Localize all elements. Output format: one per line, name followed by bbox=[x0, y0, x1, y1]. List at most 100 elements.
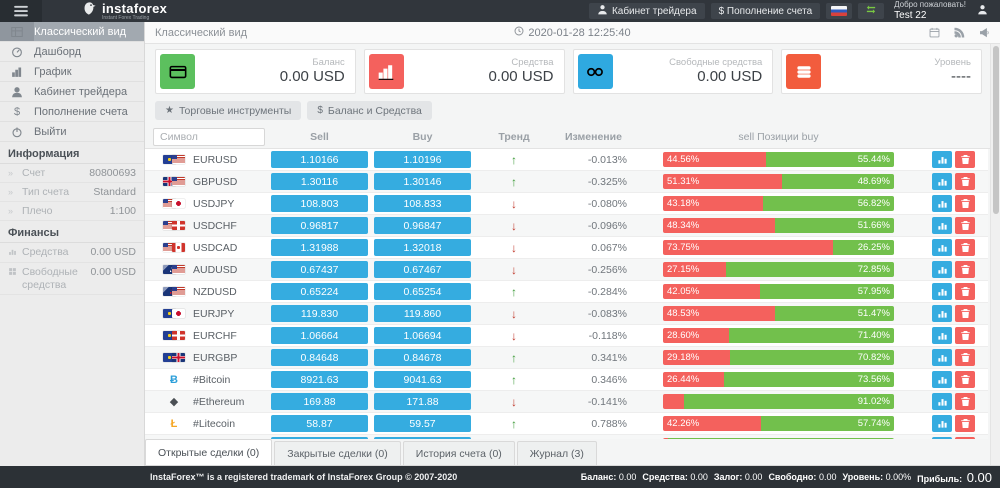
symbol-icon bbox=[161, 177, 187, 186]
sidebar-kv-row: Свободные средства 0.00 USD bbox=[0, 263, 144, 295]
sell-price-button[interactable]: 58.87 bbox=[271, 415, 368, 432]
buy-price-button[interactable]: 59.57 bbox=[374, 415, 471, 432]
open-chart-button[interactable] bbox=[932, 151, 952, 168]
trash-icon bbox=[960, 419, 970, 428]
sidebar-item[interactable]: График bbox=[0, 62, 144, 82]
sell-price-button[interactable]: 0.84648 bbox=[271, 349, 368, 366]
delete-row-button[interactable] bbox=[955, 283, 975, 300]
announcements-icon-button[interactable] bbox=[979, 27, 990, 38]
trader-cabinet-button[interactable]: Кабинет трейдера bbox=[588, 3, 705, 19]
quote-row: AUDUSD 0.67437 0.67467 ↓ -0.256% 27.15% … bbox=[145, 259, 988, 281]
sell-price-button[interactable]: 1.10166 bbox=[271, 151, 368, 168]
bottom-tab[interactable]: Закрытые сделки (0) bbox=[274, 441, 401, 465]
delete-row-button[interactable] bbox=[955, 261, 975, 278]
positions-bar-sell: 28.60% bbox=[663, 328, 730, 343]
sell-price-button[interactable]: 1.30116 bbox=[271, 173, 368, 190]
open-chart-button[interactable] bbox=[932, 261, 952, 278]
delete-row-button[interactable] bbox=[955, 393, 975, 410]
sell-price-button[interactable]: 1.06664 bbox=[271, 327, 368, 344]
open-chart-button[interactable] bbox=[932, 195, 952, 212]
sell-price-button[interactable]: 0.67437 bbox=[271, 261, 368, 278]
filter-button[interactable]: $ Баланс и Средства bbox=[307, 101, 432, 120]
delete-row-button[interactable] bbox=[955, 239, 975, 256]
delete-row-button[interactable] bbox=[955, 151, 975, 168]
sell-price-button[interactable]: 119.830 bbox=[271, 305, 368, 322]
sidebar-item[interactable]: $ Пополнение счета bbox=[0, 102, 144, 122]
buy-price-button[interactable]: 0.96847 bbox=[374, 217, 471, 234]
logo-subtitle: Instant Forex Trading bbox=[102, 14, 150, 21]
sell-price-button[interactable]: 8921.63 bbox=[271, 371, 368, 388]
delete-row-button[interactable] bbox=[955, 371, 975, 388]
positions-bar-sell: 26.44% bbox=[663, 372, 725, 387]
delete-row-button[interactable] bbox=[955, 217, 975, 234]
buy-price-button[interactable]: 0.84678 bbox=[374, 349, 471, 366]
sidebar-item[interactable]: Классический вид bbox=[0, 22, 144, 42]
sell-price-button[interactable]: 0.65224 bbox=[271, 283, 368, 300]
delete-row-button[interactable] bbox=[955, 437, 975, 439]
bottom-tab[interactable]: Открытые сделки (0) bbox=[145, 439, 273, 465]
user-avatar-button[interactable] bbox=[972, 2, 992, 20]
bottom-tab[interactable]: Журнал (3) bbox=[516, 441, 597, 465]
delete-row-button[interactable] bbox=[955, 349, 975, 366]
cards-row: Баланс 0.00 USD Средства 0.00 USD Свобод… bbox=[145, 44, 1000, 98]
buy-price-button[interactable]: 1.10196 bbox=[374, 151, 471, 168]
sell-price-button[interactable]: 0.96817 bbox=[271, 217, 368, 234]
buy-price-button[interactable]: 119.860 bbox=[374, 305, 471, 322]
delete-row-button[interactable] bbox=[955, 327, 975, 344]
open-chart-button[interactable] bbox=[932, 173, 952, 190]
delete-row-button[interactable] bbox=[955, 173, 975, 190]
delete-row-button[interactable] bbox=[955, 415, 975, 432]
buy-price-button[interactable] bbox=[374, 437, 471, 439]
buy-price-button[interactable]: 1.30146 bbox=[374, 173, 471, 190]
open-chart-button[interactable] bbox=[932, 217, 952, 234]
sidebar-item[interactable]: Дашборд bbox=[0, 42, 144, 62]
exchange-button[interactable] bbox=[858, 3, 885, 19]
open-chart-button[interactable] bbox=[932, 283, 952, 300]
buy-price-button[interactable]: 0.67467 bbox=[374, 261, 471, 278]
sell-price-button[interactable]: 108.803 bbox=[271, 195, 368, 212]
rss-icon-button[interactable] bbox=[954, 27, 965, 38]
chart-icon bbox=[937, 289, 947, 296]
open-chart-button[interactable] bbox=[932, 437, 952, 439]
delete-row-button[interactable] bbox=[955, 305, 975, 322]
buy-price-button[interactable]: 108.833 bbox=[374, 195, 471, 212]
open-chart-button[interactable] bbox=[932, 393, 952, 410]
open-chart-button[interactable] bbox=[932, 415, 952, 432]
positions-bar-buy: 57.74% bbox=[760, 416, 894, 431]
symbol-search-input[interactable] bbox=[153, 127, 265, 146]
buy-price-button[interactable]: 1.32018 bbox=[374, 239, 471, 256]
buy-price-button[interactable]: 9041.63 bbox=[374, 371, 471, 388]
deposit-button[interactable]: $ Пополнение счета bbox=[710, 3, 821, 19]
scrollbar-thumb[interactable] bbox=[992, 46, 999, 214]
person-icon bbox=[977, 2, 988, 20]
open-chart-button[interactable] bbox=[932, 305, 952, 322]
sell-price-button[interactable]: 169.88 bbox=[271, 393, 368, 410]
sell-price-button[interactable] bbox=[271, 437, 368, 439]
positions-bar: 42.05% 57.95% bbox=[663, 284, 894, 299]
positions-bar-buy: 71.40% bbox=[729, 328, 894, 343]
open-chart-button[interactable] bbox=[932, 349, 952, 366]
buy-price-button[interactable]: 0.65254 bbox=[374, 283, 471, 300]
quote-rows: EURUSD 1.10166 1.10196 ↑ -0.013% 44.56% … bbox=[145, 149, 1000, 439]
buy-price-button[interactable]: 1.06694 bbox=[374, 327, 471, 344]
delete-row-button[interactable] bbox=[955, 195, 975, 212]
hamburger-menu-button[interactable] bbox=[0, 0, 42, 22]
hamburger-icon bbox=[14, 5, 28, 17]
change-value: -0.118% bbox=[588, 329, 627, 342]
username: Test 22 bbox=[894, 9, 927, 21]
buy-price-button[interactable]: 171.88 bbox=[374, 393, 471, 410]
bottom-tab[interactable]: История счета (0) bbox=[402, 441, 515, 465]
open-chart-button[interactable] bbox=[932, 327, 952, 344]
open-chart-button[interactable] bbox=[932, 239, 952, 256]
symbol-label: #Bitcoin bbox=[193, 373, 231, 386]
open-chart-button[interactable] bbox=[932, 371, 952, 388]
sell-price-button[interactable]: 1.31988 bbox=[271, 239, 368, 256]
stat-card: Средства 0.00 USD bbox=[363, 49, 565, 94]
filter-button[interactable]: ★ Торговые инструменты bbox=[155, 101, 302, 120]
vertical-scrollbar[interactable] bbox=[990, 44, 1000, 466]
sidebar-item[interactable]: Выйти bbox=[0, 122, 144, 142]
sidebar-item[interactable]: Кабинет трейдера bbox=[0, 82, 144, 102]
calendar-icon-button[interactable] bbox=[929, 27, 940, 38]
language-selector[interactable] bbox=[826, 3, 853, 19]
